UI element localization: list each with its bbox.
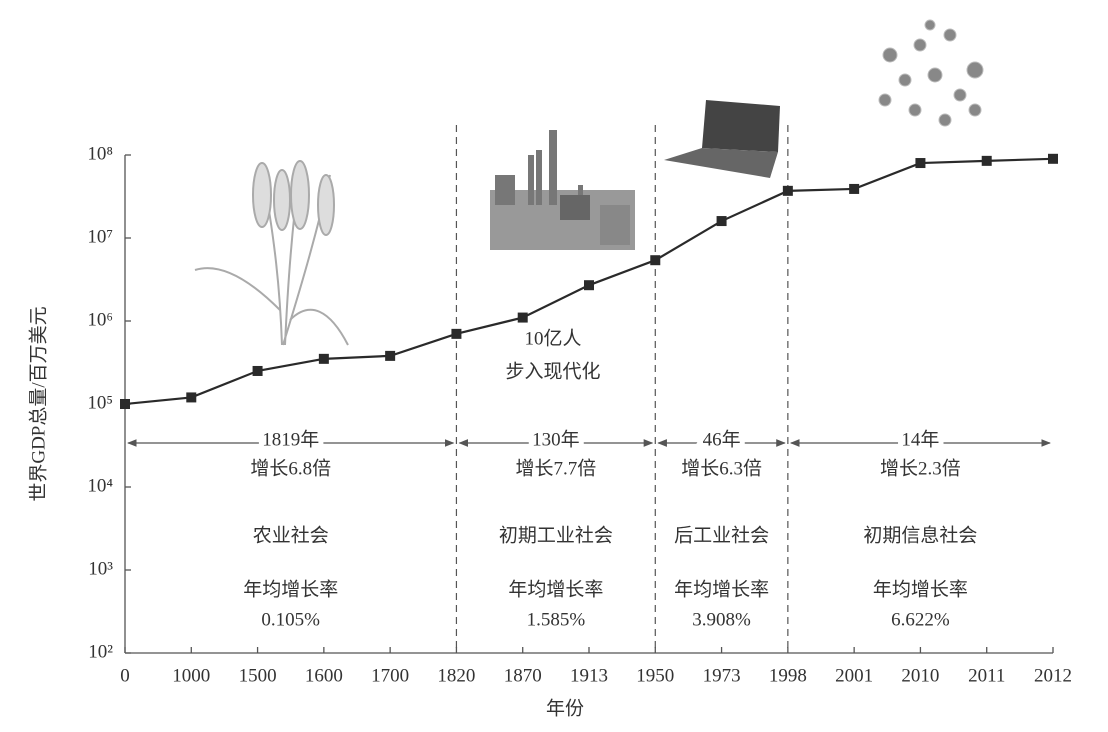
factory-illustration xyxy=(490,130,635,250)
data-point xyxy=(782,185,793,196)
data-point xyxy=(318,353,329,364)
data-point xyxy=(849,183,860,194)
period-growth: 增长6.8倍 xyxy=(250,457,331,479)
y-axis-title: 世界GDP总量/百万美元 xyxy=(27,306,49,501)
x-tick-label: 1998 xyxy=(769,665,807,686)
y-tick-label: 10⁷ xyxy=(87,226,113,247)
data-point xyxy=(120,399,130,409)
x-tick-label: 1913 xyxy=(570,665,608,686)
period-rate: 1.585% xyxy=(527,609,586,630)
network-illustration xyxy=(878,19,984,127)
data-point xyxy=(517,312,528,323)
x-tick-label: 2012 xyxy=(1034,665,1072,686)
y-tick-label: 10² xyxy=(88,641,113,662)
data-point xyxy=(584,280,594,291)
data-point xyxy=(650,255,661,266)
data-point xyxy=(981,155,992,166)
period-growth: 增长7.7倍 xyxy=(515,457,596,479)
period-growth: 增长2.3倍 xyxy=(880,457,961,479)
annotation: 10亿人 xyxy=(524,327,581,349)
x-tick-label: 1820 xyxy=(437,665,475,686)
period-span: 46年 xyxy=(703,428,741,450)
x-tick-label: 1000 xyxy=(172,665,210,686)
period-span: 14年 xyxy=(901,428,939,450)
data-point xyxy=(915,158,926,169)
period-rate-label: 年均增长率 xyxy=(243,578,338,600)
x-tick-label: 2010 xyxy=(901,665,939,686)
period-rate: 3.908% xyxy=(692,609,751,630)
period-rate-label: 年均增长率 xyxy=(674,578,769,600)
x-tick-label: 1600 xyxy=(305,665,343,686)
y-tick-label: 10⁴ xyxy=(87,475,113,496)
data-point xyxy=(385,350,396,361)
y-tick-label: 10⁵ xyxy=(87,392,113,413)
period-growth: 增长6.3倍 xyxy=(681,457,762,479)
y-tick-label: 10⁶ xyxy=(87,309,113,330)
data-point xyxy=(451,328,462,339)
y-tick-label: 10⁸ xyxy=(87,143,113,164)
period-society: 后工业社会 xyxy=(674,524,769,546)
annotation: 步入现代化 xyxy=(505,360,600,382)
x-tick-label: 1870 xyxy=(504,665,542,686)
x-tick-label: 1700 xyxy=(371,665,409,686)
period-society: 初期信息社会 xyxy=(863,524,977,546)
y-tick-label: 10³ xyxy=(88,558,113,579)
data-point xyxy=(716,216,727,227)
data-point xyxy=(1048,153,1058,164)
x-axis-title: 年份 xyxy=(546,697,584,719)
laptop-illustration xyxy=(664,100,780,178)
x-tick-label: 1500 xyxy=(239,665,277,686)
period-span: 130年 xyxy=(532,428,580,450)
period-span: 1819年 xyxy=(262,428,319,450)
data-point xyxy=(252,365,263,376)
x-tick-label: 1950 xyxy=(636,665,674,686)
period-rate: 6.622% xyxy=(891,609,950,630)
period-rate-label: 年均增长率 xyxy=(873,578,968,600)
period-society: 农业社会 xyxy=(253,524,329,546)
data-point xyxy=(186,392,197,403)
x-tick-label: 1973 xyxy=(703,665,741,686)
wheat-illustration xyxy=(194,160,349,346)
x-tick-label: 2001 xyxy=(835,665,873,686)
x-tick-label: 2011 xyxy=(968,665,1005,686)
x-tick-label: 0 xyxy=(120,665,130,686)
period-rate: 0.105% xyxy=(261,609,320,630)
period-rate-label: 年均增长率 xyxy=(508,578,603,600)
period-society: 初期工业社会 xyxy=(499,524,613,546)
